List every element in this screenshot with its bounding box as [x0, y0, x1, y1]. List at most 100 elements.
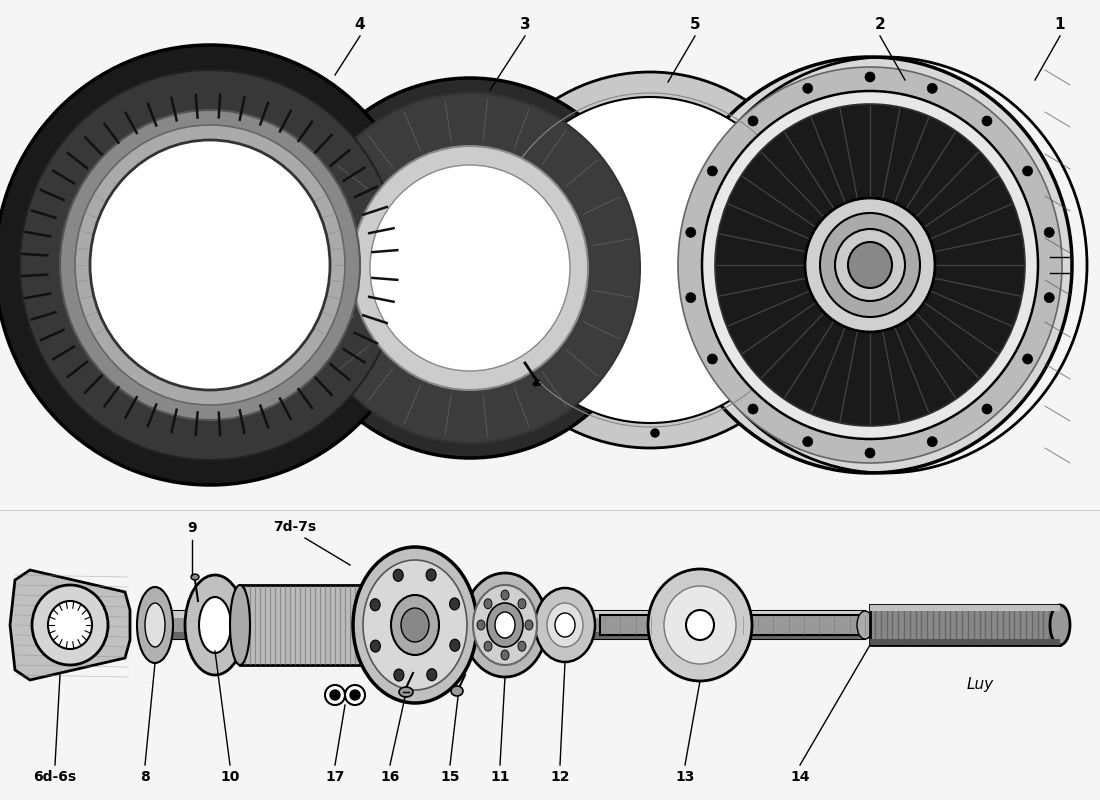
- Ellipse shape: [927, 437, 937, 446]
- Ellipse shape: [230, 585, 250, 665]
- Text: 12: 12: [550, 770, 570, 784]
- Ellipse shape: [492, 97, 808, 423]
- Bar: [870, 639, 1060, 645]
- Text: 10: 10: [220, 770, 240, 784]
- Text: 7d-7s: 7d-7s: [274, 520, 317, 534]
- Ellipse shape: [857, 611, 873, 639]
- Ellipse shape: [865, 72, 874, 82]
- Ellipse shape: [90, 140, 330, 390]
- Ellipse shape: [399, 687, 412, 697]
- Ellipse shape: [495, 612, 515, 638]
- Ellipse shape: [678, 67, 1062, 463]
- Ellipse shape: [468, 72, 832, 448]
- Ellipse shape: [648, 569, 752, 681]
- Ellipse shape: [1050, 605, 1070, 645]
- Ellipse shape: [535, 588, 595, 662]
- Ellipse shape: [982, 404, 992, 414]
- Ellipse shape: [927, 83, 937, 94]
- Ellipse shape: [848, 242, 892, 288]
- Ellipse shape: [525, 620, 533, 630]
- Polygon shape: [10, 570, 130, 680]
- Bar: [165, 611, 865, 639]
- Ellipse shape: [748, 116, 758, 126]
- Ellipse shape: [75, 125, 345, 405]
- Ellipse shape: [427, 669, 437, 681]
- Bar: [600, 615, 870, 635]
- Ellipse shape: [748, 404, 758, 414]
- Bar: [870, 605, 1060, 645]
- Text: Luy: Luy: [967, 678, 993, 693]
- Text: 2: 2: [874, 17, 886, 32]
- Ellipse shape: [686, 610, 714, 640]
- Ellipse shape: [477, 620, 485, 630]
- Ellipse shape: [651, 429, 659, 437]
- Text: 5: 5: [690, 17, 701, 32]
- Ellipse shape: [668, 57, 1072, 473]
- Ellipse shape: [285, 78, 654, 458]
- Ellipse shape: [60, 110, 360, 420]
- Ellipse shape: [803, 437, 813, 446]
- Ellipse shape: [1023, 166, 1033, 176]
- Ellipse shape: [500, 650, 509, 660]
- Ellipse shape: [360, 585, 379, 665]
- Ellipse shape: [707, 166, 717, 176]
- Ellipse shape: [1023, 354, 1033, 364]
- Text: autoTeile24europe: autoTeile24europe: [389, 250, 711, 279]
- Text: 14: 14: [790, 770, 810, 784]
- Text: 11: 11: [491, 770, 509, 784]
- Ellipse shape: [664, 586, 736, 664]
- Ellipse shape: [191, 574, 199, 580]
- Ellipse shape: [0, 45, 425, 485]
- Ellipse shape: [32, 585, 108, 665]
- Text: 4: 4: [354, 17, 365, 32]
- Ellipse shape: [350, 690, 360, 700]
- Ellipse shape: [865, 448, 874, 458]
- Ellipse shape: [450, 639, 460, 651]
- Ellipse shape: [484, 598, 492, 609]
- Ellipse shape: [473, 585, 537, 665]
- Ellipse shape: [556, 613, 575, 637]
- Ellipse shape: [518, 598, 526, 609]
- Ellipse shape: [353, 547, 477, 703]
- Ellipse shape: [363, 560, 468, 690]
- Bar: [870, 605, 1060, 611]
- Bar: [165, 632, 865, 639]
- Ellipse shape: [370, 598, 381, 610]
- Ellipse shape: [487, 603, 522, 647]
- Text: 15: 15: [440, 770, 460, 784]
- Ellipse shape: [805, 198, 935, 332]
- Ellipse shape: [707, 354, 717, 364]
- Ellipse shape: [982, 116, 992, 126]
- Ellipse shape: [330, 690, 340, 700]
- Text: 6d-6s: 6d-6s: [33, 770, 77, 784]
- Bar: [240, 585, 370, 665]
- Ellipse shape: [157, 611, 173, 639]
- Ellipse shape: [20, 70, 400, 460]
- Text: 8: 8: [140, 770, 150, 784]
- Ellipse shape: [1044, 293, 1054, 302]
- Text: 3: 3: [519, 17, 530, 32]
- Ellipse shape: [803, 83, 813, 94]
- Ellipse shape: [402, 608, 429, 642]
- Ellipse shape: [48, 601, 92, 649]
- Ellipse shape: [463, 573, 547, 677]
- Ellipse shape: [394, 669, 404, 681]
- Text: 17: 17: [326, 770, 344, 784]
- Text: 1: 1: [1055, 17, 1065, 32]
- Ellipse shape: [324, 685, 345, 705]
- Ellipse shape: [715, 104, 1025, 426]
- Ellipse shape: [547, 603, 583, 647]
- Ellipse shape: [1044, 227, 1054, 238]
- Bar: [165, 611, 865, 618]
- Ellipse shape: [138, 587, 173, 663]
- Text: autoTeile24europe: autoTeile24europe: [389, 606, 711, 634]
- Ellipse shape: [352, 146, 588, 390]
- Text: 13: 13: [675, 770, 695, 784]
- Ellipse shape: [185, 575, 245, 675]
- Ellipse shape: [300, 93, 640, 443]
- Ellipse shape: [199, 597, 231, 653]
- Ellipse shape: [685, 227, 696, 238]
- Ellipse shape: [484, 642, 492, 651]
- Ellipse shape: [371, 640, 381, 652]
- Ellipse shape: [426, 569, 436, 581]
